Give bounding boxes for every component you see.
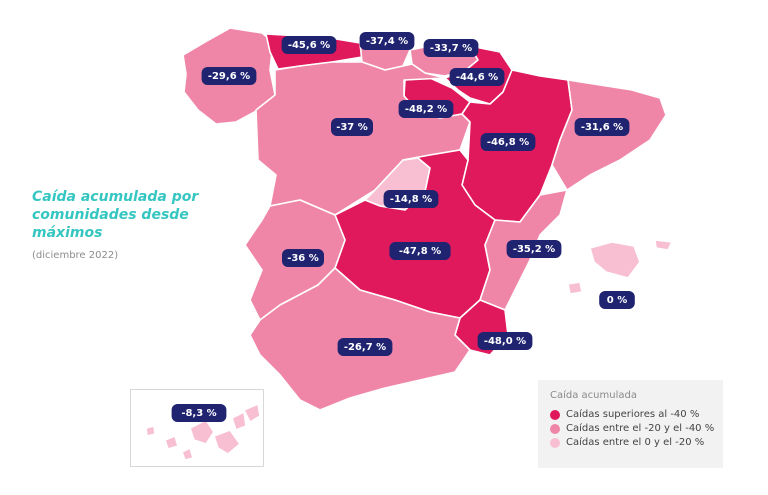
value-label-text: -37,4 % [366,36,408,47]
legend-label-mid: Caídas entre el -20 y el -40 % [566,423,715,434]
value-label-castilla-leon: -37 % [331,118,373,136]
value-label-text: -36 % [287,253,319,264]
region-canarias[interactable] [145,403,261,461]
value-label-text: -48,2 % [405,104,447,115]
value-label-navarra: -44,6 % [449,68,505,86]
value-label-bg [449,68,505,86]
value-label-text: -33,7 % [430,43,472,54]
value-label-bg [337,338,393,356]
value-label-text: -37 % [336,122,368,133]
value-label-galicia: -29,6 % [201,67,257,85]
legend-title: Caída acumulada [550,390,637,401]
value-label-text: -45,6 % [288,40,330,51]
value-label-bg [574,118,630,136]
value-label-text: -31,6 % [581,122,623,133]
legend-swatch-high [550,409,560,420]
value-label-pais-vasco: -33,7 % [423,39,479,57]
value-label-text: 0 % [607,295,627,306]
legend: Caída acumulada Caídas superiores al -40… [538,380,723,468]
value-label-bg [599,291,635,309]
value-label-cantabria: -37,4 % [359,32,415,50]
legend-swatch-mid [550,423,560,434]
value-label-text: -26,7 % [344,342,386,353]
value-label-text: -8,3 % [181,408,216,419]
value-label-valencia: -35,2 % [506,240,562,258]
value-label-text: -48,0 % [484,336,526,347]
value-label-la-rioja: -48,2 % [398,100,454,118]
canary-islands-inset [130,389,264,467]
value-label-bg [389,242,451,260]
value-label-bg [201,67,257,85]
value-label-bg [480,133,536,151]
value-label-bg [281,36,337,54]
value-label-cataluna: -31,6 % [574,118,630,136]
legend-item-high: Caídas superiores al -40 % [550,409,711,420]
legend-swatch-low [550,437,560,448]
value-label-text: -44,6 % [456,72,498,83]
value-label-bg [359,32,415,50]
value-label-text: -47,8 % [399,246,441,257]
value-label-bg [398,100,454,118]
value-label-text: -35,2 % [513,244,555,255]
legend-label-low: Caídas entre el 0 y el -20 % [566,437,705,448]
value-label-bg [331,118,373,136]
value-label-extremadura: -36 % [282,249,324,267]
value-label-aragon: -46,8 % [480,133,536,151]
value-label-asturias: -45,6 % [281,36,337,54]
value-label-baleares: 0 % [599,291,635,309]
value-label-canarias: -8,3 % [171,404,227,422]
legend-item-low: Caídas entre el 0 y el -20 % [550,437,711,448]
value-label-bg [383,190,439,208]
legend-label-high: Caídas superiores al -40 % [566,409,700,420]
map-title: Caída acumulada por comunidades desde má… [32,189,199,241]
value-label-text: -14,8 % [390,194,432,205]
value-label-bg [477,332,533,350]
value-label-bg [506,240,562,258]
value-label-murcia: -48,0 % [477,332,533,350]
value-label-bg [171,404,227,422]
value-label-andalucia: -26,7 % [337,338,393,356]
value-label-bg [282,249,324,267]
value-label-castilla-la-mancha: -47,8 % [389,242,451,260]
value-label-madrid: -14,8 % [383,190,439,208]
region-baleares[interactable] [567,239,673,295]
value-label-text: -29,6 % [208,71,250,82]
map-subtitle: (diciembre 2022) [32,250,119,261]
value-label-text: -46,8 % [487,137,529,148]
value-label-bg [423,39,479,57]
legend-item-mid: Caídas entre el -20 y el -40 % [550,423,715,434]
